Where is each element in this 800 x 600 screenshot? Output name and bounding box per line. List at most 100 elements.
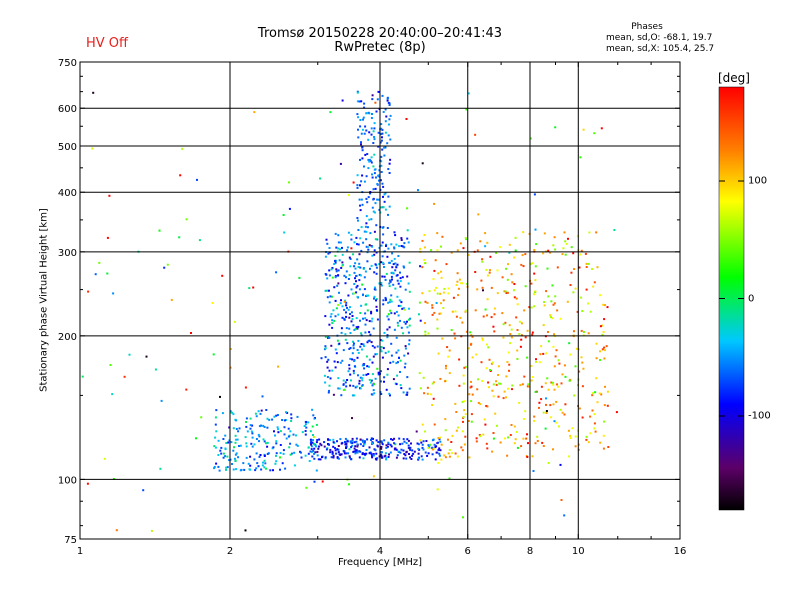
data-point (383, 275, 386, 278)
data-point (432, 397, 435, 400)
data-point (292, 433, 295, 436)
data-point (563, 231, 566, 234)
data-point (552, 448, 554, 451)
data-point (326, 242, 329, 245)
data-point (289, 453, 292, 456)
data-point (433, 269, 436, 272)
data-point (397, 282, 400, 285)
data-point (389, 138, 392, 141)
data-point (308, 460, 311, 462)
data-point (490, 286, 493, 289)
data-point (275, 440, 278, 443)
data-point (389, 309, 392, 312)
data-point (383, 376, 386, 379)
data-point (526, 433, 528, 436)
data-point (262, 461, 264, 464)
data-point (427, 452, 430, 455)
data-point (354, 327, 357, 330)
x-tick-label: 16 (674, 546, 687, 557)
data-point (392, 378, 395, 381)
data-point (321, 456, 323, 459)
data-point (553, 236, 556, 239)
data-point (249, 417, 252, 420)
data-point (341, 99, 344, 102)
data-point (234, 441, 237, 444)
data-point (257, 465, 260, 468)
data-point (580, 249, 583, 252)
data-point (406, 237, 409, 240)
data-point (499, 382, 502, 385)
data-point (329, 448, 332, 451)
data-point (542, 252, 545, 255)
data-point (313, 480, 316, 483)
data-point (394, 447, 397, 450)
data-point (349, 441, 352, 444)
data-point (375, 110, 378, 113)
data-point (461, 430, 464, 433)
data-point (426, 302, 429, 304)
data-point (439, 436, 442, 439)
data-point (335, 452, 338, 455)
data-point (408, 343, 411, 346)
data-point (371, 361, 374, 364)
data-point (324, 356, 327, 359)
data-point (506, 278, 509, 281)
data-point (447, 452, 450, 455)
data-point (266, 441, 269, 444)
data-point (288, 207, 291, 210)
data-point (572, 291, 575, 294)
data-point (368, 160, 371, 163)
data-point (259, 412, 262, 415)
data-point (388, 261, 391, 264)
data-point (379, 339, 382, 341)
data-point (418, 313, 420, 316)
data-point (382, 299, 385, 302)
data-point (245, 456, 248, 459)
x-tick-label: 1 (77, 546, 83, 557)
data-point (423, 246, 426, 249)
data-point (355, 317, 358, 320)
data-point (367, 138, 370, 141)
data-point (493, 330, 496, 333)
data-point (337, 451, 340, 454)
data-point (477, 401, 480, 404)
data-point (477, 378, 480, 381)
data-point (547, 331, 549, 333)
data-point (360, 180, 363, 183)
data-point (311, 441, 314, 444)
data-point (395, 351, 398, 354)
data-point (412, 452, 415, 455)
data-point (334, 261, 337, 264)
data-point (372, 188, 375, 191)
data-point (376, 183, 379, 185)
data-point (290, 413, 293, 416)
data-point (400, 301, 403, 304)
data-point (422, 448, 425, 451)
data-point (594, 391, 597, 394)
data-point (257, 433, 260, 436)
data-point (502, 323, 505, 326)
data-point (404, 345, 407, 348)
data-point (370, 127, 373, 130)
data-point (578, 370, 581, 373)
data-point (384, 454, 387, 457)
data-point (526, 329, 529, 332)
data-point (408, 387, 411, 390)
data-point (470, 420, 473, 423)
x-tick-label: 4 (377, 546, 383, 557)
data-point (404, 347, 407, 350)
data-point (389, 361, 392, 364)
data-point (360, 249, 363, 252)
data-point (554, 295, 557, 298)
data-point (368, 218, 371, 221)
data-point (307, 446, 310, 449)
data-point (418, 372, 421, 375)
data-point (535, 390, 538, 393)
data-point (368, 331, 371, 334)
data-point (442, 291, 445, 294)
data-point (178, 236, 181, 239)
data-point (403, 308, 406, 311)
data-point (371, 245, 374, 248)
data-point (360, 332, 363, 335)
data-point (372, 210, 375, 213)
